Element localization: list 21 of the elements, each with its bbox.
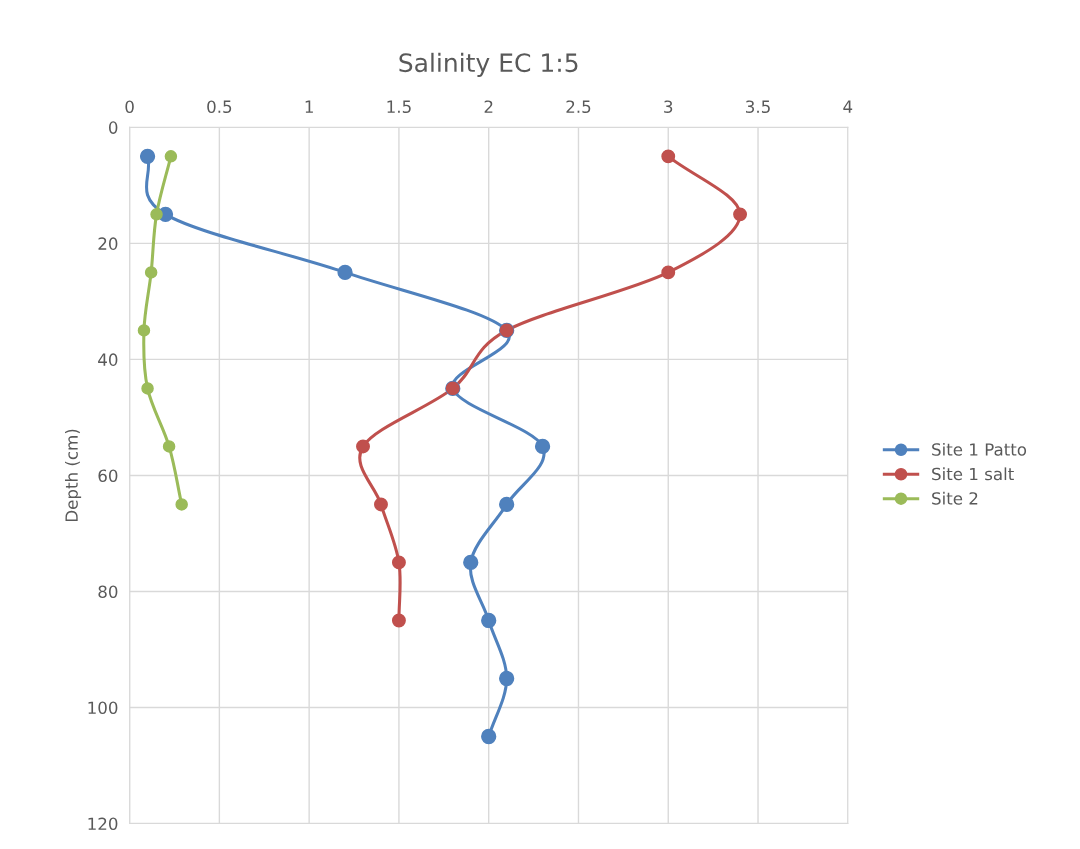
y-tick-label: 40 [98, 353, 118, 366]
x-tick-label: 0.5 [207, 100, 232, 114]
y-tick-label: 20 [98, 237, 118, 250]
x-tick-label: 3.5 [746, 100, 770, 114]
x-tick-label: 2.5 [566, 100, 591, 114]
y-tick-label: 60 [98, 469, 118, 483]
x-tick-label: 2 [484, 100, 493, 113]
x-tick-label: 1.5 [387, 100, 411, 114]
legend-label: Site 1 Patto [932, 442, 1027, 456]
y-tick-label: 120 [88, 817, 118, 831]
legend-label: Site 1 salt [932, 467, 1014, 481]
legend-label: Site 2 [932, 491, 978, 505]
y-tick-label: 100 [88, 701, 118, 715]
y-tick-label: 0 [108, 121, 118, 134]
y-axis-title: Depth (cm) [64, 429, 82, 522]
x-tick-label: 3 [664, 100, 673, 114]
chart-title: Salinity EC 1:5 [399, 52, 578, 77]
x-tick-label: 1 [305, 100, 313, 113]
y-tick-label: 80 [98, 585, 118, 599]
x-tick-label: 0 [125, 100, 134, 114]
x-tick-label: 4 [843, 100, 853, 113]
